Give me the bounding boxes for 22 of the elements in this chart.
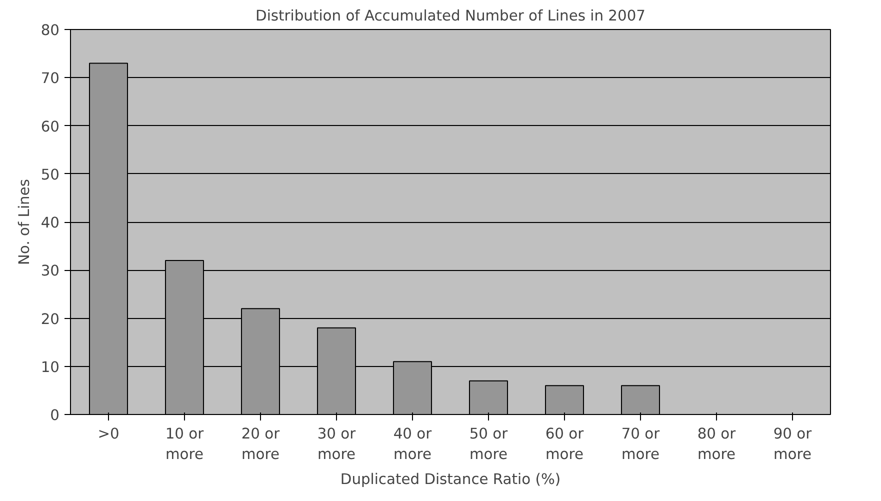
x-axis-title: Duplicated Distance Ratio (%) xyxy=(340,470,561,488)
x-tick-label: 60 or more xyxy=(545,426,585,463)
y-axis-title: No. of Lines xyxy=(16,179,33,265)
y-tick-label: 50 xyxy=(40,166,60,184)
x-tick-label: 50 or more xyxy=(469,426,509,463)
y-tick-label: 70 xyxy=(40,70,60,88)
x-tick-label: >0 xyxy=(98,426,120,442)
x-tick-label: 80 or more xyxy=(697,426,737,463)
chart-title: Distribution of Accumulated Number of Lines in 2007 xyxy=(256,8,646,24)
x-tick-label: 90 or more xyxy=(773,426,813,463)
y-tick-label: 30 xyxy=(40,262,60,280)
y-tick-label: 80 xyxy=(40,22,60,39)
x-tick-label: 30 or more xyxy=(317,426,357,463)
x-tick-label: 40 or more xyxy=(393,426,433,463)
y-tick-label: 10 xyxy=(40,358,60,376)
y-tick-label: 60 xyxy=(40,118,60,136)
x-tick-label: 20 or more xyxy=(241,426,281,463)
x-tick-label: 70 or more xyxy=(621,426,661,463)
y-tick-label: 0 xyxy=(50,407,60,424)
y-tick-label: 20 xyxy=(40,310,60,328)
x-tick-label: 10 or more xyxy=(165,426,205,463)
y-tick-label: 40 xyxy=(40,214,60,232)
